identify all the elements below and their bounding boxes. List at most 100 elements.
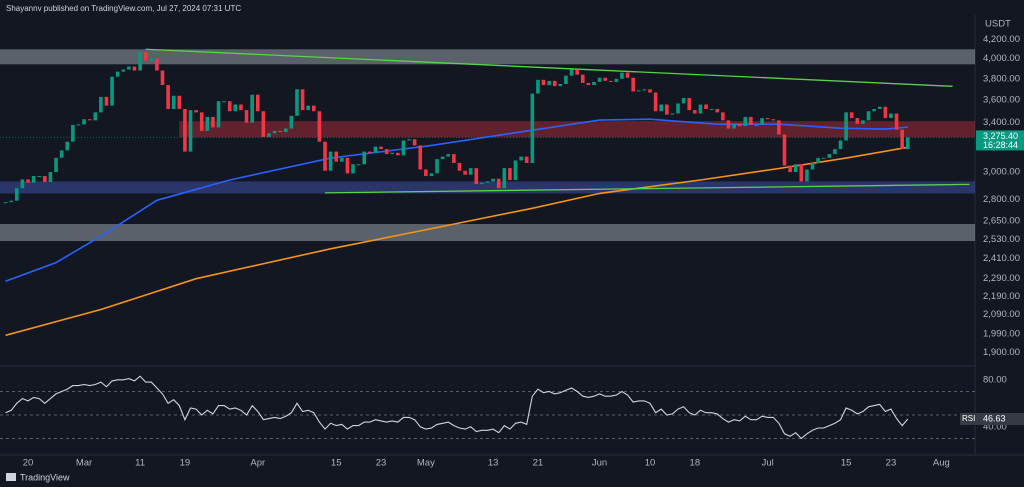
x-tick-label: 13 (488, 458, 499, 469)
rsi-value-box (977, 412, 1024, 425)
candle (216, 101, 221, 128)
candle (127, 66, 131, 70)
zone (0, 181, 975, 194)
candle (396, 152, 400, 156)
candle (872, 108, 876, 112)
candle (849, 112, 854, 119)
candle (255, 94, 260, 112)
candle (681, 97, 686, 104)
candle (648, 89, 652, 93)
x-tick-label: Jul (762, 458, 774, 469)
candle (345, 157, 350, 174)
candle (491, 178, 495, 182)
candle (754, 125, 759, 127)
candle (82, 119, 86, 125)
candle (166, 85, 170, 109)
last-price-label: 3,275.40 (983, 131, 1018, 141)
candle (547, 80, 551, 86)
candle (698, 104, 703, 114)
candle (149, 58, 154, 61)
rsi-tick-label: 40.00 (983, 421, 1007, 432)
candle (508, 168, 512, 181)
candle (188, 110, 193, 152)
candle (362, 151, 367, 165)
rsi-line (5, 375, 909, 440)
candle (37, 176, 42, 178)
y-tick-label: 2,530.00 (983, 234, 1020, 245)
x-tick-label: 23 (376, 458, 387, 469)
y-tick-label: 1,900.00 (983, 347, 1020, 358)
candle (474, 168, 479, 185)
x-tick-label: 19 (180, 458, 191, 469)
candle (855, 118, 860, 124)
candle (636, 90, 641, 92)
candle (530, 93, 535, 163)
x-tick-label: 21 (533, 458, 544, 469)
candle (205, 116, 210, 131)
candle (905, 137, 910, 150)
candle (749, 116, 753, 126)
candle (121, 69, 126, 72)
candle (844, 112, 848, 141)
candle (603, 77, 607, 81)
candle (379, 146, 383, 150)
candle (608, 80, 613, 82)
trendline (145, 48, 953, 87)
candle (463, 170, 467, 175)
rsi-value: 46.63 (983, 413, 1006, 423)
candle (71, 125, 75, 142)
candle (54, 157, 58, 173)
candle (715, 108, 720, 113)
candle (569, 69, 574, 76)
y-tick-label: 2,800.00 (983, 194, 1020, 205)
candle (866, 111, 871, 121)
candle (401, 140, 406, 156)
candle (87, 119, 92, 121)
candle (883, 106, 888, 119)
candle (580, 74, 585, 83)
y-tick-label: 3,600.00 (983, 95, 1020, 106)
candle (519, 156, 523, 161)
candle (788, 165, 792, 173)
candle (440, 156, 445, 160)
x-tick-label: 10 (645, 458, 656, 469)
candle (771, 119, 776, 121)
candle (250, 94, 254, 123)
candle (278, 130, 282, 133)
rsi-name: RSI (962, 414, 975, 423)
candle (227, 101, 232, 112)
candle (3, 202, 8, 204)
logo-icon (6, 473, 16, 481)
candle (693, 110, 697, 114)
candle (513, 160, 518, 181)
candle (272, 130, 277, 134)
rsi-name-box (960, 412, 977, 425)
candle (412, 139, 417, 146)
candle (171, 95, 176, 109)
candle (429, 173, 434, 177)
candle (732, 123, 736, 129)
candle (642, 89, 647, 91)
candle (317, 111, 322, 142)
candle (435, 159, 439, 174)
y-tick-label: 2,190.00 (983, 291, 1020, 302)
candle (177, 95, 182, 109)
y-tick-label: 1,990.00 (983, 329, 1020, 340)
x-tick-label: 18 (690, 458, 701, 469)
candle (614, 78, 619, 82)
x-tick-label: 23 (886, 458, 897, 469)
candle (670, 113, 675, 115)
candle (334, 151, 339, 162)
candle (737, 123, 742, 127)
x-tick-label: Jun (592, 458, 607, 469)
candle (452, 154, 456, 163)
candle (541, 79, 546, 86)
candle (592, 81, 596, 86)
trendline (324, 183, 970, 194)
candle (496, 178, 501, 189)
candle (721, 112, 725, 121)
candle (625, 72, 630, 78)
candle (631, 77, 635, 92)
candle (104, 96, 109, 106)
